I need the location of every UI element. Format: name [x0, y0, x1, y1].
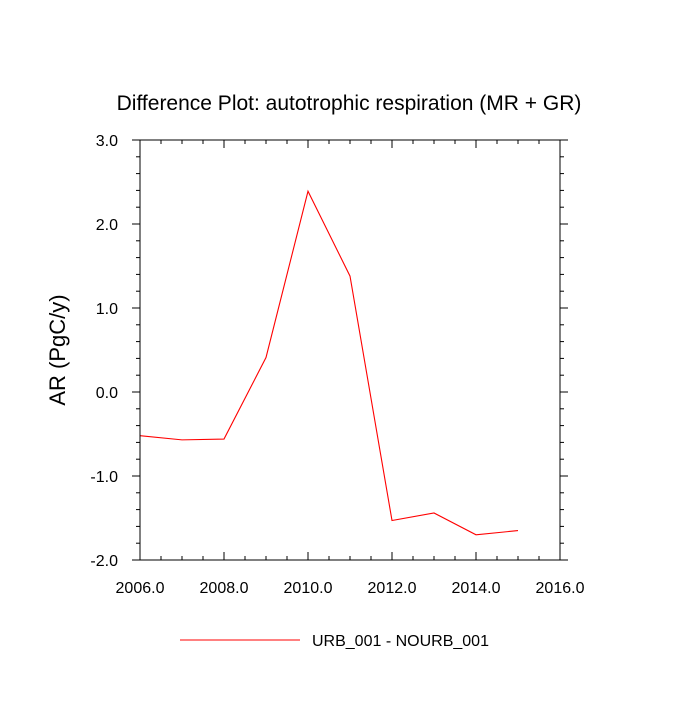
x-tick-label: 2008.0: [200, 580, 249, 597]
y-tick-label: 1.0: [96, 301, 118, 318]
legend: URB_001 - NOURB_001: [180, 633, 489, 650]
legend-label: URB_001 - NOURB_001: [312, 633, 489, 650]
axis-ticks: [132, 139, 568, 561]
x-tick-label: 2014.0: [452, 580, 501, 597]
y-tick-label: 0.0: [96, 385, 118, 402]
y-tick-label: -1.0: [90, 469, 118, 486]
x-tick-label: 2016.0: [536, 580, 585, 597]
x-tick-label: 2006.0: [116, 580, 165, 597]
y-axis-label: AR (PgC/y): [45, 294, 70, 405]
x-tick-label: 2010.0: [284, 580, 333, 597]
chart-title: Difference Plot: autotrophic respiration…: [117, 92, 582, 115]
y-tick-label: 3.0: [96, 133, 118, 150]
series-line: [139, 189, 519, 536]
y-tick-label: 2.0: [96, 217, 118, 234]
tick-labels: 2006.0 2008.0 2010.0 2012.0 2014.0 2016.0 3.0 2…: [90, 133, 584, 597]
x-tick-label: 2012.0: [368, 580, 417, 597]
plot-area: [139, 189, 519, 536]
y-tick-label: -2.0: [90, 553, 118, 570]
plot-frame: [139, 139, 561, 561]
